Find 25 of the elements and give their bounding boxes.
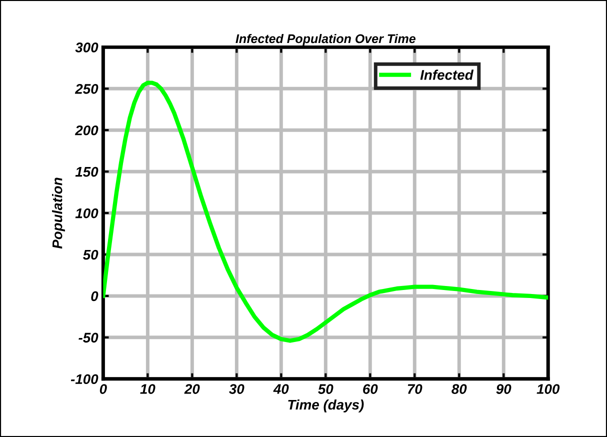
x-tick-label: 90 (496, 384, 512, 394)
x-tick-label: 30 (229, 384, 244, 394)
x-tick-label: 0 (100, 384, 107, 394)
y-tick-label: 200 (74, 125, 98, 136)
x-tick-label: 10 (140, 384, 156, 394)
y-tick-label: 50 (83, 250, 98, 260)
y-axis-title: Population (52, 178, 65, 249)
chart-title: Infected Population Over Time (236, 34, 416, 46)
x-tick-label: 100 (536, 384, 560, 394)
y-tick-label: 150 (75, 166, 98, 177)
x-tick-label: 40 (273, 384, 289, 394)
line-series (103, 80, 548, 343)
legend-label: Infected (420, 70, 474, 80)
y-tick-label: 250 (74, 84, 98, 94)
y-tick-label: 300 (75, 42, 98, 52)
x-tick-label: 80 (452, 384, 467, 394)
x-tick-label: 60 (363, 384, 378, 394)
x-tick-label: 20 (184, 384, 200, 394)
y-tick-label: 0 (91, 291, 98, 302)
x-axis-title: Time (days) (288, 399, 364, 412)
x-tick-label: 50 (318, 384, 334, 394)
y-tick-label: 100 (75, 208, 98, 218)
x-tick-label: 70 (408, 384, 422, 394)
y-tick-label: -50 (78, 332, 98, 343)
y-tick-label: -100 (70, 374, 98, 384)
